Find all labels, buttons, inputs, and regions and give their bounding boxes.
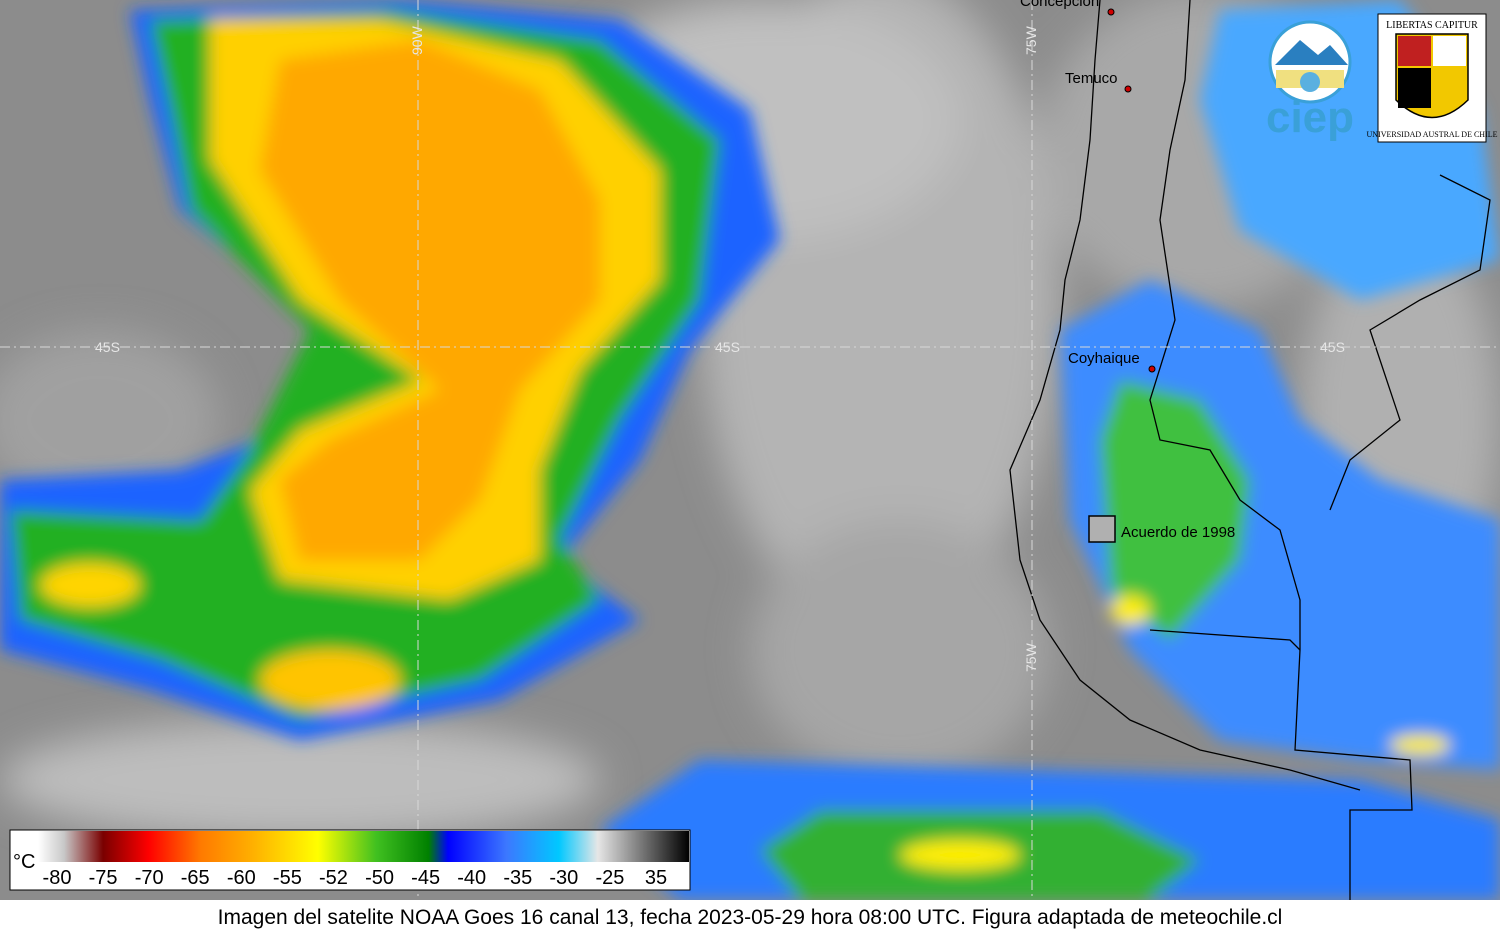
colorbar-tick-label: -50 xyxy=(365,867,394,889)
city-label: Temuco xyxy=(1065,70,1118,87)
colorbar-tick-label: -60 xyxy=(227,867,256,889)
motto: LIBERTAS CAPITUR xyxy=(1386,20,1478,31)
grid-label: 90W xyxy=(409,25,425,55)
region-marker xyxy=(1088,515,1116,543)
grid-label: 45S xyxy=(1320,339,1345,355)
grid-label: 75W xyxy=(1023,642,1039,672)
graticule xyxy=(0,0,1500,900)
city-label: Coyhaique xyxy=(1068,350,1140,367)
cold-clouds xyxy=(0,0,1500,900)
colorbar-tick-label: -65 xyxy=(181,867,210,889)
colorbar-unit: °C xyxy=(13,851,35,873)
colorbar-tick-label: -25 xyxy=(595,867,624,889)
annotation: Acuerdo de 1998 xyxy=(1121,524,1235,541)
grid-label: 45S xyxy=(95,339,120,355)
colorbar-ticks: -80 -75 -70 -65 -60 -55 -52 -50 -45 -40 -35 -30 -25 3… xyxy=(43,867,668,889)
colorbar-tick-label: -45 xyxy=(411,867,440,889)
grid-labels: 90W 75W 75W 45S 45S 45S xyxy=(95,25,1345,672)
city-dots xyxy=(1107,8,1156,373)
caption: Imagen del satelite NOAA Goes 16 canal 1… xyxy=(218,906,1283,929)
colorbar-tick-label: -80 xyxy=(43,867,72,889)
ciep-logo: ciep xyxy=(1266,20,1354,142)
colorbar-tick-label: -52 xyxy=(319,867,348,889)
ciep-text: ciep xyxy=(1266,93,1354,142)
university-shield: LIBERTAS CAPITUR UNIVERSIDAD AUSTRAL DE … xyxy=(1366,13,1498,143)
grid-label: 75W xyxy=(1023,25,1039,55)
city-label: Concepción xyxy=(1020,0,1099,10)
colorbar-tick-label: -55 xyxy=(273,867,302,889)
coastline xyxy=(1009,0,1491,900)
colorbar-tick-label: -30 xyxy=(549,867,578,889)
colorbar-tick-label: -75 xyxy=(89,867,118,889)
colorbar xyxy=(38,831,689,862)
caption-band xyxy=(0,900,1500,934)
colorbar-tick-label: -70 xyxy=(135,867,164,889)
grid-label: 45S xyxy=(715,339,740,355)
colorbar-tick-label: -40 xyxy=(457,867,486,889)
university-name: UNIVERSIDAD AUSTRAL DE CHILE xyxy=(1366,130,1497,139)
colorbar-tick-label: -35 xyxy=(503,867,532,889)
colorbar-tick-label: 35 xyxy=(645,867,667,889)
